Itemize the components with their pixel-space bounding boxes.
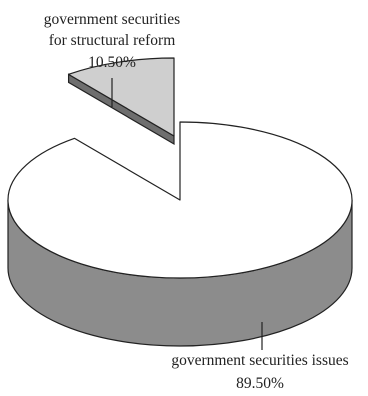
large-slice-value-label: 89.50% xyxy=(236,375,284,392)
large-slice xyxy=(7,121,353,279)
small-slice-label-line-2: for structural reform xyxy=(49,32,176,49)
pie-marks xyxy=(7,57,353,350)
small-slice-label-line-1: government securities xyxy=(44,11,180,28)
small-slice xyxy=(67,57,175,137)
small-slice-value-label: 10.50% xyxy=(88,54,136,71)
large-slice-label: government securities issues xyxy=(171,352,348,369)
